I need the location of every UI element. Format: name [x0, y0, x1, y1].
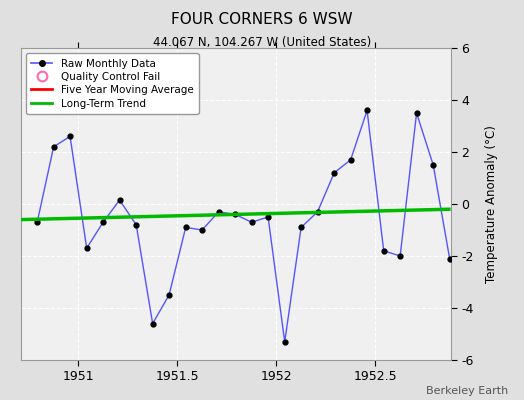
Text: 44.067 N, 104.267 W (United States): 44.067 N, 104.267 W (United States): [153, 36, 371, 49]
Text: Berkeley Earth: Berkeley Earth: [426, 386, 508, 396]
Text: FOUR CORNERS 6 WSW: FOUR CORNERS 6 WSW: [171, 12, 353, 27]
Y-axis label: Temperature Anomaly (°C): Temperature Anomaly (°C): [485, 125, 498, 283]
Legend: Raw Monthly Data, Quality Control Fail, Five Year Moving Average, Long-Term Tren: Raw Monthly Data, Quality Control Fail, …: [26, 53, 199, 114]
